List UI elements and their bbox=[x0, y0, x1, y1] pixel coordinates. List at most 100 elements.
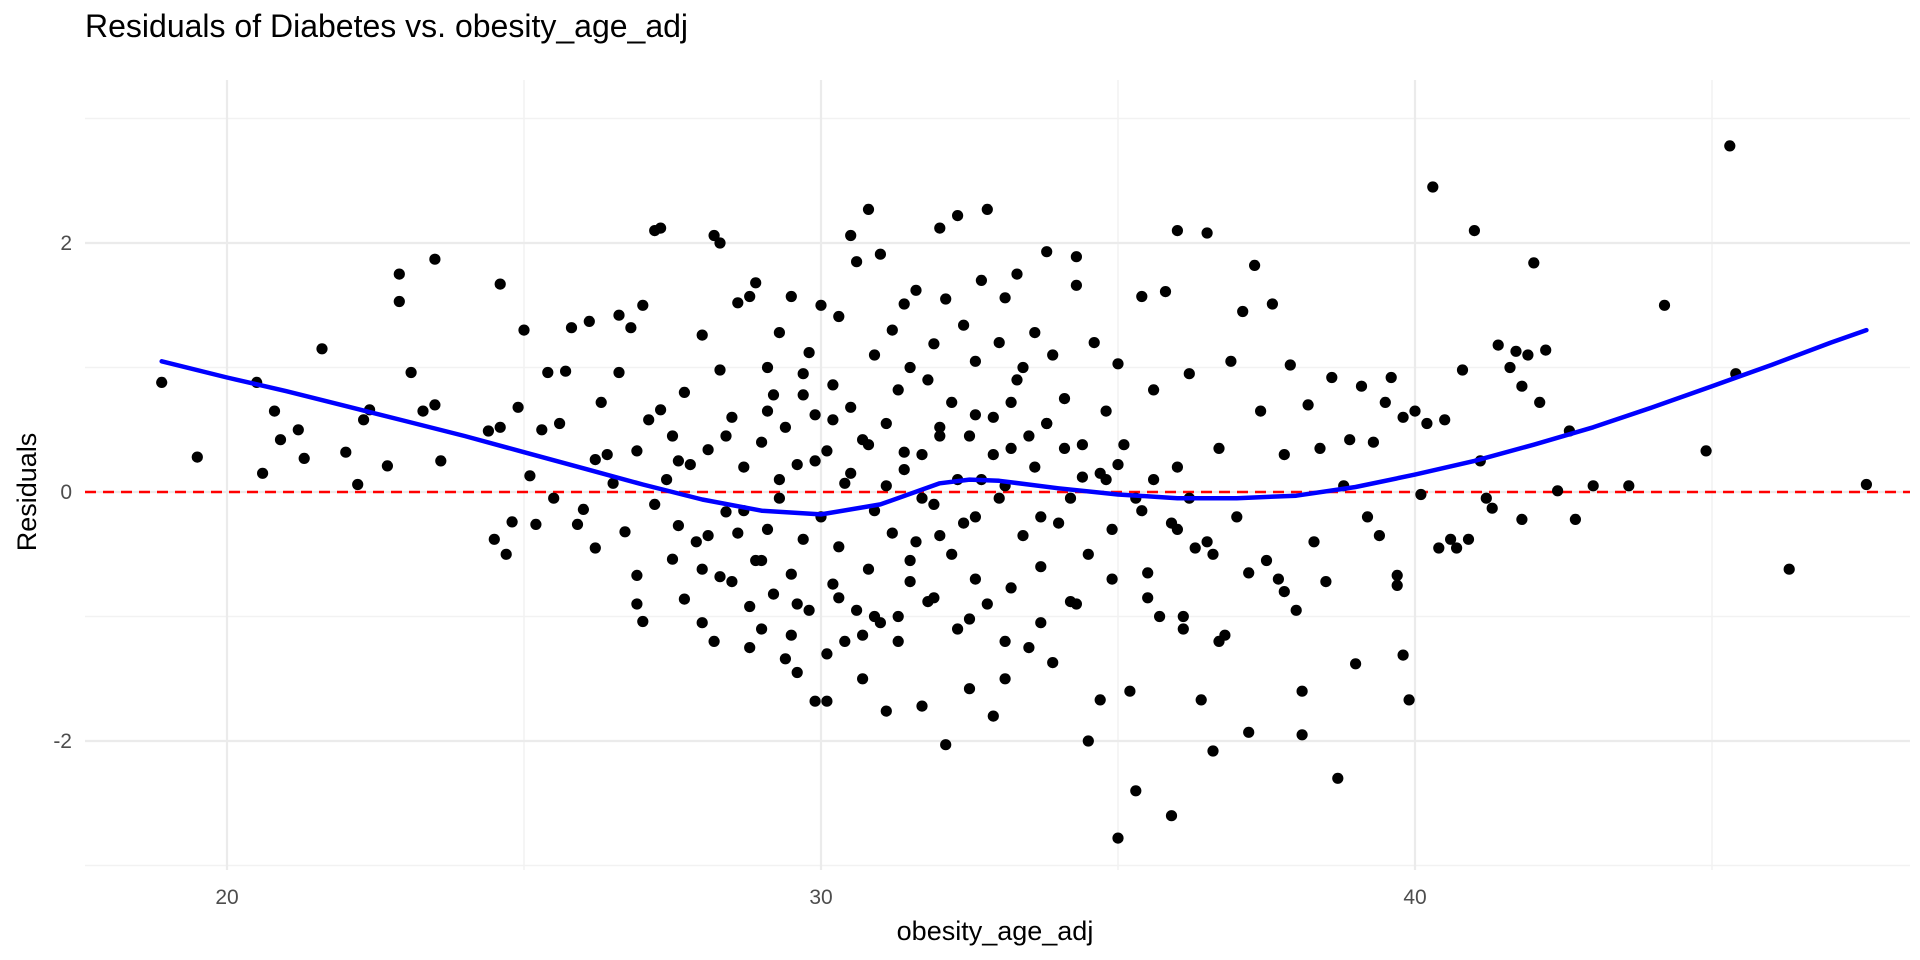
data-point bbox=[1391, 579, 1403, 592]
x-axis-label: obesity_age_adj bbox=[897, 916, 1094, 946]
data-point bbox=[839, 635, 851, 648]
data-point bbox=[393, 268, 405, 280]
data-point bbox=[1421, 417, 1433, 430]
data-point bbox=[702, 444, 714, 456]
data-point bbox=[809, 409, 821, 421]
data-point bbox=[809, 695, 821, 707]
data-point bbox=[583, 315, 595, 327]
data-point bbox=[761, 361, 774, 374]
data-point bbox=[1100, 405, 1112, 417]
data-point bbox=[904, 554, 916, 567]
data-point bbox=[898, 446, 910, 458]
data-point bbox=[1041, 246, 1053, 258]
data-point bbox=[898, 298, 910, 310]
data-point bbox=[714, 571, 726, 583]
data-point bbox=[785, 629, 797, 641]
data-point bbox=[726, 576, 738, 588]
data-point bbox=[821, 445, 833, 457]
data-point bbox=[381, 460, 393, 472]
data-point bbox=[1278, 449, 1290, 461]
data-point bbox=[993, 492, 1005, 504]
data-point bbox=[969, 409, 982, 421]
data-point bbox=[857, 629, 869, 641]
data-point bbox=[1433, 542, 1445, 554]
data-point bbox=[625, 322, 637, 334]
data-point bbox=[981, 203, 993, 215]
data-point bbox=[1165, 517, 1178, 529]
data-point bbox=[1332, 772, 1344, 784]
data-point bbox=[827, 578, 839, 590]
data-point bbox=[1148, 384, 1160, 396]
data-point bbox=[1047, 657, 1059, 669]
data-point bbox=[191, 451, 203, 463]
data-point bbox=[1480, 492, 1492, 504]
data-point bbox=[946, 396, 958, 408]
points-layer bbox=[156, 140, 1872, 844]
data-point bbox=[898, 464, 910, 476]
data-point bbox=[862, 563, 875, 575]
data-point bbox=[1391, 569, 1403, 582]
data-point bbox=[429, 253, 441, 265]
data-point bbox=[880, 417, 892, 430]
data-point bbox=[1148, 474, 1160, 486]
data-point bbox=[952, 623, 964, 635]
data-point bbox=[542, 366, 554, 379]
data-point bbox=[1516, 513, 1528, 526]
data-point bbox=[524, 470, 536, 482]
data-point bbox=[720, 506, 732, 518]
data-point bbox=[268, 405, 281, 417]
data-point bbox=[1783, 563, 1795, 575]
data-point bbox=[577, 503, 590, 515]
data-point bbox=[1142, 592, 1154, 604]
data-point bbox=[1136, 505, 1148, 517]
data-point bbox=[1320, 576, 1332, 588]
data-point bbox=[827, 379, 839, 391]
data-point bbox=[1130, 785, 1142, 797]
data-point bbox=[845, 401, 857, 413]
data-point bbox=[999, 635, 1011, 648]
data-point bbox=[987, 449, 999, 461]
data-point bbox=[613, 309, 625, 321]
data-point bbox=[845, 229, 857, 242]
data-point bbox=[696, 329, 708, 341]
data-point bbox=[619, 526, 631, 538]
data-point bbox=[666, 430, 679, 442]
data-point bbox=[1409, 405, 1421, 417]
data-point bbox=[571, 518, 584, 531]
data-point bbox=[940, 739, 952, 751]
data-point bbox=[1041, 417, 1053, 430]
data-point bbox=[904, 576, 916, 588]
data-point bbox=[405, 366, 417, 379]
data-point bbox=[518, 324, 530, 336]
data-point bbox=[1112, 832, 1124, 844]
y-axis-label: Residuals bbox=[12, 433, 42, 552]
data-point bbox=[548, 492, 560, 504]
data-point bbox=[1456, 364, 1469, 376]
data-point bbox=[910, 536, 922, 548]
data-point bbox=[963, 430, 976, 442]
grid-minor bbox=[85, 80, 1910, 870]
data-point bbox=[1058, 393, 1071, 405]
data-point bbox=[1260, 554, 1273, 567]
data-point bbox=[429, 399, 441, 411]
data-point bbox=[1029, 327, 1041, 339]
data-point bbox=[1367, 436, 1379, 448]
data-point bbox=[851, 256, 863, 268]
data-point bbox=[1528, 257, 1540, 269]
grid-major bbox=[85, 80, 1910, 870]
data-point bbox=[815, 299, 827, 311]
data-point bbox=[1076, 471, 1088, 483]
data-point bbox=[809, 455, 821, 467]
data-point bbox=[589, 542, 601, 554]
data-point bbox=[732, 527, 744, 539]
data-point bbox=[482, 425, 494, 437]
data-point bbox=[744, 290, 756, 303]
data-point bbox=[1510, 345, 1522, 357]
data-point bbox=[643, 414, 655, 426]
data-point bbox=[678, 593, 691, 605]
data-point bbox=[785, 290, 797, 303]
data-point bbox=[1326, 371, 1338, 384]
data-point bbox=[892, 635, 904, 648]
data-point bbox=[958, 319, 970, 331]
data-point bbox=[1023, 430, 1035, 442]
